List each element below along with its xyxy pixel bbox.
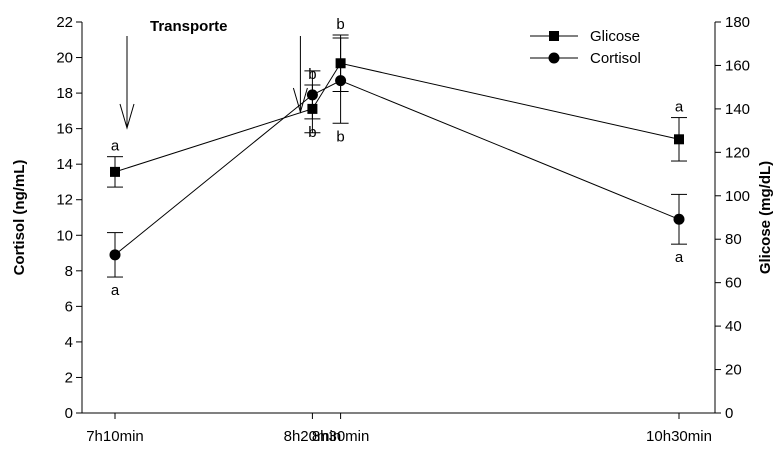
data-point-circle: [673, 213, 685, 225]
legend-item-glicose: Glicose: [530, 28, 640, 45]
left-tick-label: 14: [56, 156, 73, 173]
data-point-circle: [109, 249, 121, 261]
significance-label: a: [675, 99, 684, 116]
right-tick-label: 80: [725, 231, 742, 248]
left-tick-label: 18: [56, 85, 73, 102]
left-tick-label: 22: [56, 14, 73, 31]
right-tick-label: 40: [725, 318, 742, 335]
significance-label: a: [111, 138, 120, 155]
right-tick-label: 180: [725, 14, 750, 31]
transport-arrow-head: [292, 87, 308, 114]
left-tick-label: 16: [56, 121, 73, 138]
transport-annotation-label: Transporte: [150, 18, 228, 35]
left-tick-label: 12: [56, 192, 73, 209]
legend-label: Glicose: [590, 28, 640, 45]
x-tick-label: 8h30min: [312, 428, 370, 445]
left-tick-label: 2: [65, 369, 73, 386]
legend-marker-circle: [548, 52, 560, 64]
significance-label: b: [336, 16, 344, 33]
series-line-glicose: [114, 62, 680, 173]
significance-label: a: [675, 249, 684, 266]
left-tick-label: 20: [56, 50, 73, 67]
left-tick-label: 4: [65, 334, 73, 351]
right-tick-label: 0: [725, 405, 733, 422]
left-axis-title: Cortisol (ng/mL): [11, 160, 28, 276]
significance-label: b: [336, 128, 344, 145]
right-axis-title: Glicose (mg/dL): [757, 161, 774, 274]
data-point-circle: [335, 75, 347, 87]
right-tick-label: 160: [725, 57, 750, 74]
left-tick-label: 10: [56, 227, 73, 244]
left-tick-label: 0: [65, 405, 73, 422]
significance-label: b: [308, 124, 316, 141]
right-tick-label: 20: [725, 362, 742, 379]
right-tick-label: 100: [725, 188, 750, 205]
transport-arrow: [119, 36, 135, 130]
left-tick-label: 6: [65, 298, 73, 315]
data-point-circle: [306, 89, 318, 101]
left-tick-label: 8: [65, 263, 73, 280]
significance-label: a: [111, 282, 120, 299]
data-point-square: [110, 166, 120, 177]
right-tick-label: 140: [725, 101, 750, 118]
right-tick-label: 120: [725, 144, 750, 161]
series-layer: a b b aa b b a: [107, 16, 687, 299]
series-cortisol: a b b a: [107, 37, 687, 299]
annotations: Transporte: [119, 18, 308, 130]
legend-item-cortisol: Cortisol: [530, 50, 641, 67]
x-tick-label: 8h20min: [284, 428, 342, 445]
legend-label: Cortisol: [590, 50, 641, 67]
x-tick-label: 10h30min: [646, 428, 712, 445]
legend: Glicose Cortisol: [530, 28, 641, 67]
data-point-square: [674, 134, 684, 145]
axes: 0 2 4 6 8 10 12 14 16 18 20 22 0 20 40 60 80 100 120 140 160…: [11, 14, 774, 445]
x-tick-label: 7h10min: [86, 428, 144, 445]
series-line-cortisol: [114, 80, 680, 256]
legend-marker-square: [549, 31, 559, 41]
transport-arrow: [292, 36, 308, 114]
transport-arrow-head: [119, 103, 135, 130]
right-tick-label: 60: [725, 275, 742, 292]
